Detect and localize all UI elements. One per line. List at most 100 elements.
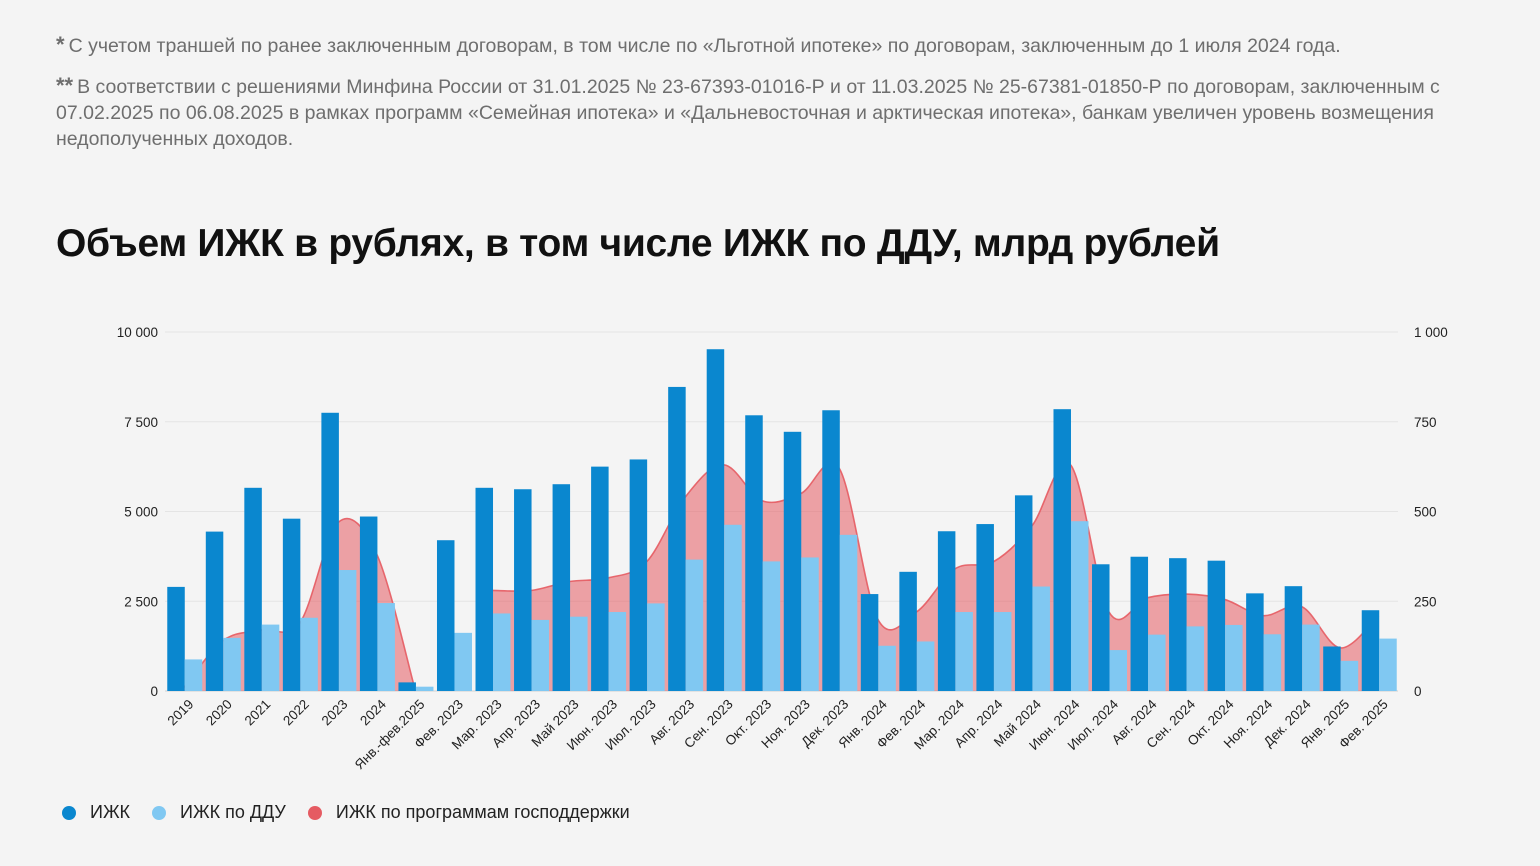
x-tick-label: 2022	[280, 697, 312, 729]
legend-dot-izhk-ddu	[152, 805, 167, 820]
bar-izhk	[1092, 564, 1110, 691]
bar-izhk	[1053, 409, 1071, 691]
footnote-marker: **	[56, 73, 74, 98]
bar-izhk-ddu	[1379, 638, 1397, 691]
bar-izhk-ddu	[762, 561, 781, 691]
bar-izhk-ddu	[685, 559, 704, 691]
bar-izhk-ddu	[916, 641, 935, 691]
x-tick-label: 2023	[319, 697, 351, 729]
bar-izhk	[783, 431, 802, 691]
bar-izhk-ddu	[1148, 634, 1166, 691]
bar-izhk-ddu	[647, 603, 665, 691]
y-right-tick-label: 1 000	[1414, 325, 1448, 340]
bar-izhk-ddu	[300, 617, 318, 691]
bar-izhk-ddu	[878, 645, 896, 691]
x-tick-label: 2019	[165, 697, 197, 729]
bar-izhk-ddu	[1032, 586, 1050, 691]
chart: 0 2 500 5 000 7 500 10 000 0 250 500 750 1 000 201…	[117, 325, 1448, 773]
bar-izhk	[1130, 556, 1149, 691]
bar-izhk	[1246, 593, 1264, 691]
bar-izhk-ddu	[338, 570, 357, 691]
legend-item-izhk[interactable]: ИЖК	[62, 802, 130, 823]
x-tick-label: 2020	[203, 697, 235, 729]
bar-izhk-ddu	[223, 637, 241, 691]
bar-izhk-ddu	[1186, 626, 1205, 691]
bar-izhk-ddu	[184, 659, 203, 691]
bar-izhk-ddu	[493, 613, 511, 691]
bar-izhk	[1169, 558, 1187, 691]
y-right-tick-label: 750	[1414, 415, 1437, 430]
bar-izhk-ddu	[261, 624, 280, 691]
bar-izhk-ddu	[608, 612, 627, 691]
footnote-marker: *	[56, 32, 65, 57]
bar-izhk-ddu	[993, 612, 1012, 691]
footnotes: * С учетом траншей по ранее заключенным д…	[56, 32, 1516, 152]
bar-izhk-ddu	[531, 619, 550, 691]
legend-label-gov-support: ИЖК по программам господдержки	[335, 802, 630, 822]
bar-izhk	[514, 489, 532, 691]
bar-izhk	[1361, 610, 1380, 691]
y-left-tick-label: 0	[150, 684, 158, 699]
bar-izhk	[167, 586, 185, 691]
legend-dot-gov-support	[307, 805, 322, 820]
bar-izhk	[244, 487, 262, 691]
footnote-text: С учетом траншей по ранее заключенным до…	[68, 35, 1341, 57]
chart-title: Объем ИЖК в рублях, в том числе ИЖК по Д…	[56, 222, 1220, 265]
bar-izhk	[321, 412, 339, 691]
bar-izhk	[937, 531, 956, 691]
footnote-text: В соответствии с решениями Минфина Росси…	[56, 76, 1440, 150]
chart-legend: ИЖК ИЖК по ДДУ ИЖК по программам господд…	[62, 802, 652, 823]
legend-item-gov-support[interactable]: ИЖК по программам господдержки	[307, 802, 630, 823]
bar-izhk	[706, 349, 725, 691]
y-left-tick-label: 5 000	[124, 505, 158, 520]
bar-izhk	[398, 682, 416, 691]
legend-dot-izhk	[62, 805, 76, 820]
bar-izhk-ddu	[454, 632, 472, 691]
bar-izhk	[860, 594, 879, 691]
bar-izhk	[436, 540, 455, 691]
bar-izhk-ddu	[415, 686, 434, 691]
bar-izhk	[205, 531, 224, 691]
bar-izhk	[591, 466, 609, 691]
bar-izhk-ddu	[1263, 634, 1282, 691]
x-tick-label: Янв.-фев.2025	[352, 697, 428, 773]
bar-izhk-ddu	[570, 616, 588, 691]
bar-izhk	[552, 484, 571, 691]
bar-izhk-ddu	[1340, 660, 1359, 691]
bar-izhk-ddu	[1302, 624, 1320, 691]
legend-item-izhk-ddu[interactable]: ИЖК по ДДУ	[152, 802, 286, 823]
bar-izhk	[976, 524, 994, 691]
bar-izhk	[282, 518, 301, 691]
bar-izhk	[359, 516, 378, 691]
bar-izhk	[1323, 646, 1341, 691]
bar-izhk-ddu	[1225, 624, 1243, 691]
legend-label-izhk: ИЖК	[90, 802, 131, 822]
bar-izhk	[668, 386, 686, 691]
bar-izhk-ddu	[955, 612, 973, 691]
bar-izhk	[1207, 560, 1226, 691]
series-area-gov-support	[184, 518, 416, 691]
bar-izhk-ddu	[377, 603, 395, 691]
bar-izhk	[899, 571, 917, 691]
bar-izhk-ddu	[1109, 650, 1128, 691]
y-right-tick-label: 0	[1414, 684, 1422, 699]
bar-izhk	[745, 415, 763, 691]
bar-izhk	[475, 487, 494, 691]
bar-izhk-ddu	[839, 534, 858, 691]
y-left-tick-label: 7 500	[124, 415, 158, 430]
bar-izhk	[1284, 586, 1303, 691]
y-left-tick-label: 10 000	[117, 325, 158, 340]
footnote-2: ** В соответствии с решениями Минфина Рос…	[56, 73, 1516, 152]
bar-izhk	[629, 459, 648, 691]
legend-label-izhk-ddu: ИЖК по ДДУ	[180, 802, 286, 822]
bar-izhk-ddu	[1070, 521, 1089, 691]
x-tick-label: 2024	[357, 696, 389, 728]
bar-izhk-ddu	[724, 524, 742, 691]
y-left-tick-label: 2 500	[124, 594, 158, 609]
bar-izhk	[822, 410, 840, 691]
x-tick-label: 2021	[242, 697, 274, 729]
bar-izhk	[1014, 495, 1033, 691]
y-right-tick-label: 500	[1414, 505, 1437, 520]
bar-izhk-ddu	[801, 557, 819, 691]
footnote-1: * С учетом траншей по ранее заключенным д…	[56, 32, 1516, 59]
